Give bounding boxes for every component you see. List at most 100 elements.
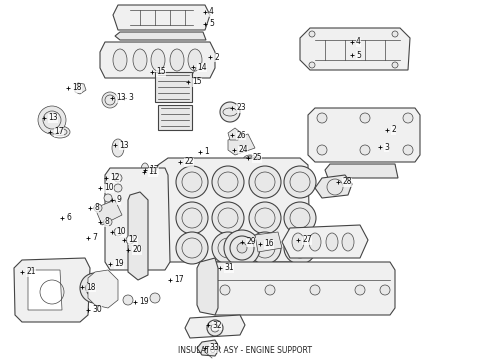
Text: 19: 19 [114, 260, 123, 269]
Text: 33: 33 [209, 343, 219, 352]
Polygon shape [300, 28, 410, 70]
Circle shape [123, 295, 133, 305]
Ellipse shape [112, 139, 124, 157]
Text: 22: 22 [184, 158, 194, 166]
Polygon shape [128, 192, 148, 280]
Text: 18: 18 [86, 283, 96, 292]
Text: 29: 29 [246, 238, 256, 247]
Ellipse shape [141, 163, 149, 177]
Text: 4: 4 [209, 8, 214, 17]
Text: 15: 15 [156, 68, 166, 77]
Polygon shape [105, 168, 170, 270]
Text: 21: 21 [26, 267, 35, 276]
Circle shape [249, 232, 281, 264]
Polygon shape [155, 72, 192, 102]
Text: 4: 4 [356, 37, 361, 46]
Text: 23: 23 [236, 104, 245, 112]
Circle shape [176, 232, 208, 264]
Circle shape [150, 293, 160, 303]
Text: 32: 32 [212, 320, 221, 329]
Circle shape [176, 166, 208, 198]
Polygon shape [325, 164, 398, 178]
Ellipse shape [292, 233, 304, 251]
Circle shape [355, 285, 365, 295]
Circle shape [38, 106, 66, 134]
Text: 11: 11 [148, 167, 157, 176]
Text: 7: 7 [92, 234, 97, 243]
Ellipse shape [133, 49, 147, 71]
Text: 31: 31 [224, 264, 234, 273]
Circle shape [102, 92, 118, 108]
Ellipse shape [326, 233, 338, 251]
Circle shape [284, 202, 316, 234]
Text: 15: 15 [192, 77, 201, 86]
Text: 30: 30 [92, 306, 102, 315]
Polygon shape [228, 134, 255, 155]
Circle shape [310, 285, 320, 295]
Circle shape [265, 285, 275, 295]
Polygon shape [185, 315, 245, 338]
Text: 13: 13 [48, 113, 58, 122]
Circle shape [212, 166, 244, 198]
Text: 18: 18 [72, 84, 81, 93]
Text: 2: 2 [391, 126, 396, 135]
Circle shape [392, 62, 398, 68]
Text: 17: 17 [149, 166, 159, 175]
Circle shape [104, 194, 112, 202]
Text: 1: 1 [204, 148, 209, 157]
Text: 10: 10 [116, 228, 125, 237]
Circle shape [249, 166, 281, 198]
Polygon shape [115, 32, 206, 40]
Polygon shape [113, 5, 210, 30]
Circle shape [220, 102, 240, 122]
Circle shape [284, 232, 316, 264]
Circle shape [317, 113, 327, 123]
Text: 17: 17 [54, 127, 64, 136]
Circle shape [284, 166, 316, 198]
Polygon shape [255, 232, 282, 252]
Circle shape [403, 145, 413, 155]
Text: 9: 9 [116, 195, 121, 204]
Circle shape [80, 273, 110, 303]
Circle shape [309, 62, 315, 68]
Polygon shape [88, 270, 118, 308]
Polygon shape [14, 258, 90, 322]
Circle shape [224, 230, 260, 266]
Polygon shape [228, 128, 240, 140]
Text: 20: 20 [132, 246, 142, 255]
Ellipse shape [170, 49, 184, 71]
Circle shape [207, 320, 223, 336]
Circle shape [126, 236, 134, 244]
Text: 5: 5 [209, 19, 214, 28]
Circle shape [176, 202, 208, 234]
Circle shape [249, 202, 281, 234]
Polygon shape [158, 105, 192, 130]
Circle shape [212, 202, 244, 234]
Text: 24: 24 [238, 145, 247, 154]
Circle shape [392, 31, 398, 37]
Text: 19: 19 [139, 297, 148, 306]
Text: 3: 3 [384, 143, 389, 152]
Ellipse shape [50, 126, 70, 138]
Ellipse shape [188, 49, 202, 71]
Polygon shape [308, 108, 420, 162]
Ellipse shape [342, 233, 354, 251]
Polygon shape [28, 270, 62, 310]
Text: 8: 8 [104, 217, 109, 226]
Ellipse shape [151, 49, 165, 71]
Polygon shape [197, 340, 220, 356]
Polygon shape [95, 200, 122, 225]
Polygon shape [100, 42, 215, 78]
Polygon shape [75, 83, 86, 94]
Text: 12: 12 [110, 174, 120, 183]
Circle shape [114, 228, 122, 236]
Text: 17: 17 [174, 275, 184, 284]
Circle shape [309, 31, 315, 37]
Text: 28: 28 [342, 177, 351, 186]
Text: 13: 13 [116, 94, 125, 103]
Ellipse shape [113, 49, 127, 71]
Circle shape [220, 285, 230, 295]
Circle shape [317, 145, 327, 155]
Circle shape [114, 184, 122, 192]
Text: 2: 2 [214, 53, 219, 62]
